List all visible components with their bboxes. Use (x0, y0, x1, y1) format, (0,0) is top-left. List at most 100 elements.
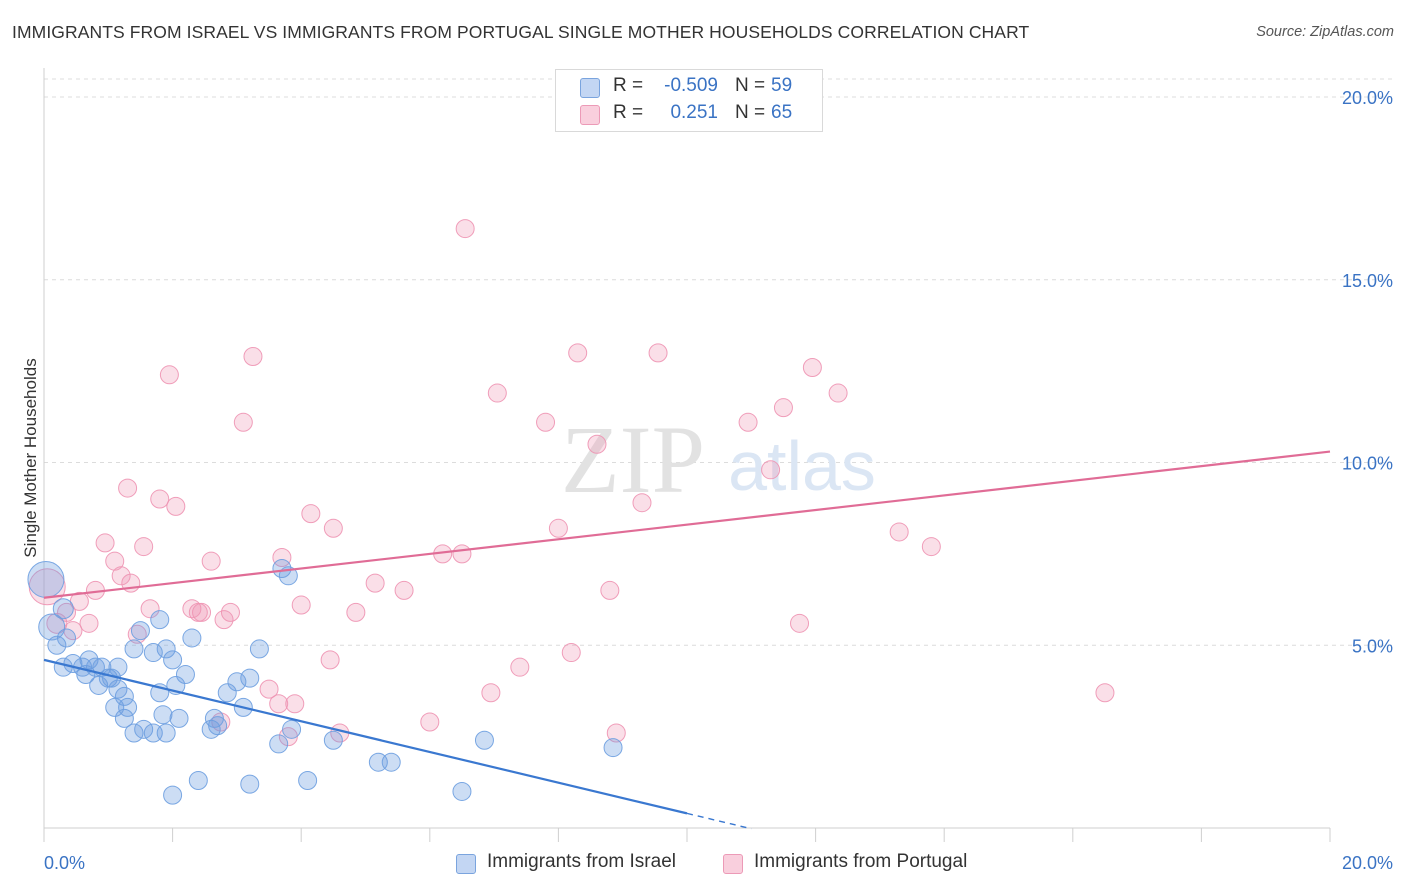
portugal-point-23 (233, 412, 253, 432)
portugal-point-51 (648, 343, 668, 363)
source-credit: Source: ZipAtlas.com (1256, 24, 1394, 40)
portugal-point-64 (188, 602, 208, 622)
israel-trend-line (43, 658, 688, 815)
watermark-zip: ZIP (561, 406, 705, 513)
portugal-point-14 (150, 489, 170, 509)
portugal-point-41 (487, 383, 507, 403)
portugal-point-53 (761, 460, 781, 480)
watermark-atlas: atlas (728, 427, 876, 505)
israel-n-value: 59 (771, 75, 793, 96)
portugal-point-20 (214, 610, 234, 630)
israel-point-44 (272, 558, 292, 578)
israel-point-34 (108, 657, 128, 677)
y-tick-label-1: 10.0% (1342, 454, 1393, 474)
y-axis-label: Single Mother Households (21, 358, 40, 557)
israel-point-58 (53, 657, 73, 677)
chart-title: IMMIGRANTS FROM ISRAEL VS IMMIGRANTS FRO… (12, 22, 1030, 42)
x-tick-label-max: 20.0% (1342, 853, 1393, 873)
portugal-point-34 (365, 573, 385, 593)
portugal-point-2 (57, 602, 77, 622)
israel-point-33 (124, 639, 144, 659)
portugal-point-47 (587, 434, 607, 454)
axes (43, 68, 1331, 842)
portugal-point-54 (773, 398, 793, 418)
israel-point-54 (163, 785, 183, 805)
israel-point-3 (57, 628, 77, 648)
portugal-point-60 (1095, 683, 1115, 703)
points-portugal (28, 219, 1115, 747)
portugal-point-17 (182, 599, 202, 619)
portugal-point-57 (828, 383, 848, 403)
n-label: N = (735, 102, 766, 123)
israel-point-0 (27, 560, 65, 598)
portugal-point-38 (452, 544, 472, 564)
y-tick-label-2: 15.0% (1342, 271, 1393, 291)
israel-point-21 (156, 723, 176, 743)
portugal-point-25 (259, 679, 279, 699)
israel-point-14 (114, 686, 134, 706)
portugal-point-40 (481, 683, 501, 703)
israel-point-48 (323, 730, 343, 750)
portugal-point-61 (211, 712, 231, 732)
stats-legend: R = -0.509 N = 59 R = 0.251 N = 65 (555, 69, 823, 132)
portugal-r-value: 0.251 (670, 102, 718, 123)
bottom-legend-portugal-label: Immigrants from Portugal (754, 851, 968, 872)
portugal-point-52 (738, 412, 758, 432)
israel-point-29 (143, 643, 163, 663)
portugal-point-26 (272, 548, 292, 568)
israel-point-4 (47, 635, 67, 655)
portugal-point-28 (285, 694, 305, 714)
portugal-point-30 (301, 504, 321, 524)
portugal-point-42 (510, 657, 530, 677)
israel-point-55 (188, 770, 208, 790)
israel-point-46 (282, 719, 302, 739)
tick-labels: 5.0% 10.0% 15.0% 20.0% 0.0% 20.0% (44, 88, 1393, 873)
portugal-point-29 (291, 595, 311, 615)
trend-lines (43, 450, 1331, 830)
y-tick-label-3: 20.0% (1342, 88, 1393, 108)
israel-point-16 (118, 697, 138, 717)
portugal-point-9 (111, 566, 131, 586)
israel-swatch (456, 854, 476, 874)
israel-point-27 (163, 650, 183, 670)
israel-point-56 (240, 774, 260, 794)
watermark: ZIP atlas (561, 406, 876, 513)
r-label: R = (613, 75, 644, 96)
portugal-point-12 (134, 537, 154, 557)
portugal-point-13 (140, 599, 160, 619)
portugal-point-15 (118, 478, 138, 498)
israel-point-23 (169, 708, 189, 728)
portugal-point-24 (243, 347, 263, 367)
portugal-swatch (580, 105, 600, 125)
portugal-point-33 (346, 602, 366, 622)
n-label: N = (735, 75, 766, 96)
portugal-point-27 (269, 694, 289, 714)
israel-point-26 (175, 664, 195, 684)
portugal-point-43 (536, 412, 556, 432)
portugal-point-7 (95, 533, 115, 553)
israel-point-52 (474, 730, 494, 750)
y-tick-label-0: 5.0% (1352, 636, 1393, 656)
portugal-swatch (723, 854, 743, 874)
israel-point-39 (217, 683, 237, 703)
israel-point-42 (240, 668, 260, 688)
portugal-point-50 (632, 493, 652, 513)
portugal-point-11 (127, 624, 147, 644)
portugal-point-35 (394, 580, 414, 600)
portugal-point-21 (220, 602, 240, 622)
israel-point-40 (227, 672, 247, 692)
israel-point-50 (381, 752, 401, 772)
portugal-point-44 (548, 518, 568, 538)
portugal-point-19 (201, 551, 221, 571)
portugal-point-55 (790, 613, 810, 633)
israel-point-47 (269, 734, 289, 754)
israel-point-13 (108, 679, 128, 699)
israel-point-51 (452, 781, 472, 801)
portugal-point-58 (889, 522, 909, 542)
points-israel (27, 558, 623, 805)
israel-point-19 (134, 719, 154, 739)
israel-point-18 (124, 723, 144, 743)
israel-point-53 (603, 738, 623, 758)
portugal-point-36 (420, 712, 440, 732)
